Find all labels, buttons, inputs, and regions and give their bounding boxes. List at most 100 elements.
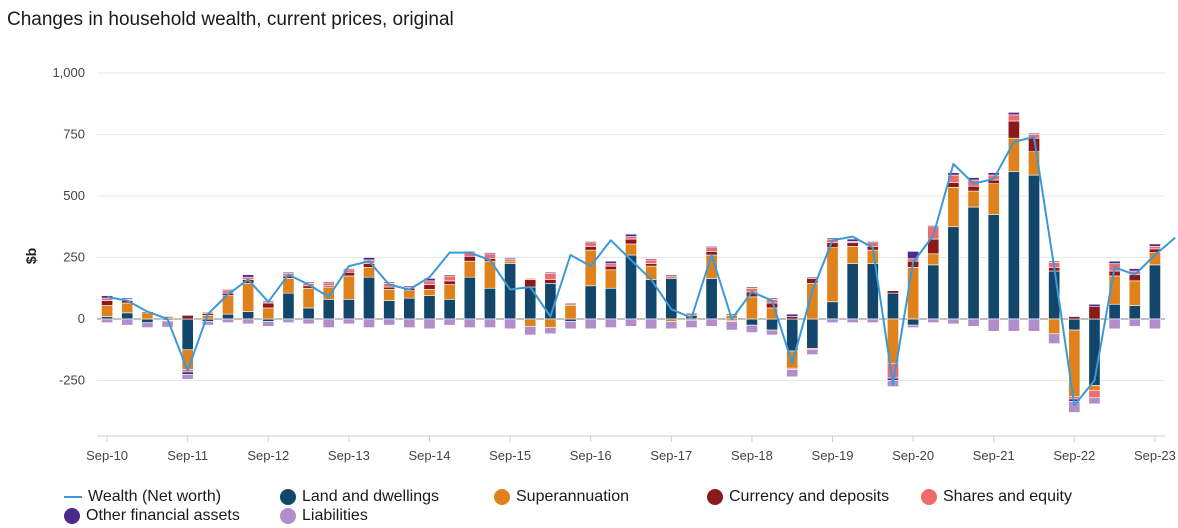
- bar-shares-and-equity: [645, 259, 658, 264]
- bar-liabilities: [1128, 318, 1141, 327]
- y-tick-label: -250: [59, 373, 85, 388]
- bar-other-financial-assets: [604, 260, 617, 264]
- bar-liabilities: [625, 318, 637, 327]
- bar-superannuation: [1068, 329, 1081, 397]
- bar-land-and-dwellings: [947, 226, 960, 320]
- bar-other-financial-assets: [1028, 132, 1040, 135]
- chart-plot: -250 0 250 500 750 1,000 $b Sep-10 Sep-11 Sep-12 S…: [23, 65, 1176, 463]
- bar-liabilities: [463, 318, 476, 328]
- bar-other-financial-assets: [705, 246, 718, 248]
- wealth-net-worth-line: [106, 136, 1176, 407]
- bar-land-and-dwellings: [141, 318, 154, 323]
- bar-liabilities: [665, 321, 678, 330]
- bar-land-and-dwellings: [504, 263, 517, 320]
- x-tick-label: Sep-14: [409, 448, 451, 463]
- bar-liabilities: [1007, 318, 1020, 332]
- bar-liabilities: [806, 349, 819, 355]
- bar-liabilities: [403, 318, 416, 328]
- bar-shares-and-equity: [705, 247, 718, 252]
- y-tick-label: 0: [78, 311, 85, 326]
- bar-liabilities: [1108, 318, 1121, 330]
- bar-land-and-dwellings: [383, 300, 396, 320]
- legend-dot-icon: [280, 489, 296, 505]
- bar-superannuation: [604, 269, 617, 289]
- bar-liabilities: [846, 318, 859, 323]
- x-tick-label: Sep-10: [86, 448, 128, 463]
- bar-shares-and-equity: [685, 312, 698, 315]
- bar-other-financial-assets: [101, 295, 114, 299]
- bar-currency-and-deposits: [1007, 120, 1020, 139]
- bar-land-and-dwellings: [604, 287, 617, 320]
- x-tick-label: Sep-23: [1134, 448, 1176, 463]
- bar-superannuation: [403, 290, 416, 299]
- bar-superannuation: [947, 187, 960, 228]
- bar-land-and-dwellings: [564, 318, 577, 322]
- bar-other-financial-assets: [745, 286, 758, 289]
- bar-currency-and-deposits: [604, 265, 617, 271]
- y-tick-label: 250: [63, 250, 85, 265]
- bar-liabilities: [1048, 333, 1061, 344]
- bar-land-and-dwellings: [1148, 264, 1161, 320]
- bar-land-and-dwellings: [987, 214, 1000, 320]
- bar-currency-and-deposits: [101, 300, 114, 306]
- bar-other-financial-assets: [1007, 112, 1020, 116]
- legend-item-other[interactable]: Other financial assets: [64, 507, 240, 525]
- bar-shares-and-equity: [1148, 246, 1161, 250]
- legend-item-land[interactable]: Land and dwellings: [280, 488, 439, 506]
- bar-currency-and-deposits: [846, 242, 859, 247]
- y-tick-label: 750: [63, 127, 85, 142]
- bar-other-financial-assets: [947, 172, 960, 176]
- bar-liabilities: [907, 324, 920, 328]
- bar-liabilities: [423, 318, 436, 330]
- bar-superannuation: [242, 283, 255, 312]
- bar-land-and-dwellings: [262, 318, 275, 322]
- bar-liabilities: [927, 318, 940, 323]
- bar-liabilities: [564, 321, 577, 330]
- bar-land-and-dwellings: [484, 287, 496, 320]
- bar-other-financial-assets: [866, 241, 879, 244]
- bar-liabilities: [363, 318, 375, 328]
- legend-dot-icon: [64, 508, 80, 524]
- bar-superannuation: [645, 265, 658, 280]
- legend-item-super[interactable]: Superannuation: [494, 488, 629, 506]
- bar-land-and-dwellings: [887, 292, 899, 320]
- bar-liabilities: [544, 327, 557, 335]
- bar-liabilities: [645, 318, 658, 330]
- bar-liabilities: [1028, 318, 1040, 332]
- legend-item-currency[interactable]: Currency and deposits: [707, 488, 889, 506]
- bar-currency-and-deposits: [262, 302, 275, 309]
- bar-other-financial-assets: [665, 274, 678, 277]
- legend-dot-icon: [921, 489, 937, 505]
- x-tick-label: Sep-16: [570, 448, 612, 463]
- bar-superannuation: [524, 318, 537, 327]
- legend: Wealth (Net worth) Land and dwellings Su…: [62, 486, 1172, 528]
- legend-item-shares[interactable]: Shares and equity: [921, 488, 1072, 506]
- bar-land-and-dwellings: [222, 313, 234, 320]
- bar-superannuation: [383, 289, 396, 301]
- y-tick-label: 500: [63, 188, 85, 203]
- x-tick-label: Sep-15: [489, 448, 531, 463]
- bar-other-financial-assets: [544, 271, 557, 274]
- x-tick-label: Sep-13: [328, 448, 370, 463]
- bar-liabilities: [121, 318, 134, 326]
- bar-land-and-dwellings: [705, 278, 718, 320]
- bar-shares-and-equity: [625, 236, 637, 240]
- x-tick-label: Sep-17: [650, 448, 692, 463]
- bar-liabilities: [705, 318, 718, 327]
- bar-liabilities: [1088, 397, 1101, 405]
- bar-land-and-dwellings: [1108, 303, 1121, 320]
- bar-liabilities: [201, 321, 214, 326]
- legend-dot-icon: [494, 489, 510, 505]
- y-axis-label: $b: [23, 248, 39, 264]
- bar-liabilities: [947, 318, 960, 325]
- bar-other-financial-assets: [584, 241, 597, 244]
- bar-liabilities: [685, 319, 698, 328]
- legend-label: Currency and deposits: [729, 488, 890, 505]
- legend-item-wealth[interactable]: Wealth (Net worth): [64, 488, 221, 506]
- bar-superannuation: [665, 318, 678, 322]
- bar-liabilities: [786, 369, 799, 378]
- bar-liabilities: [766, 329, 778, 336]
- bar-land-and-dwellings: [302, 307, 315, 320]
- bar-superannuation: [846, 246, 859, 264]
- legend-item-liabilities[interactable]: Liabilities: [280, 507, 368, 525]
